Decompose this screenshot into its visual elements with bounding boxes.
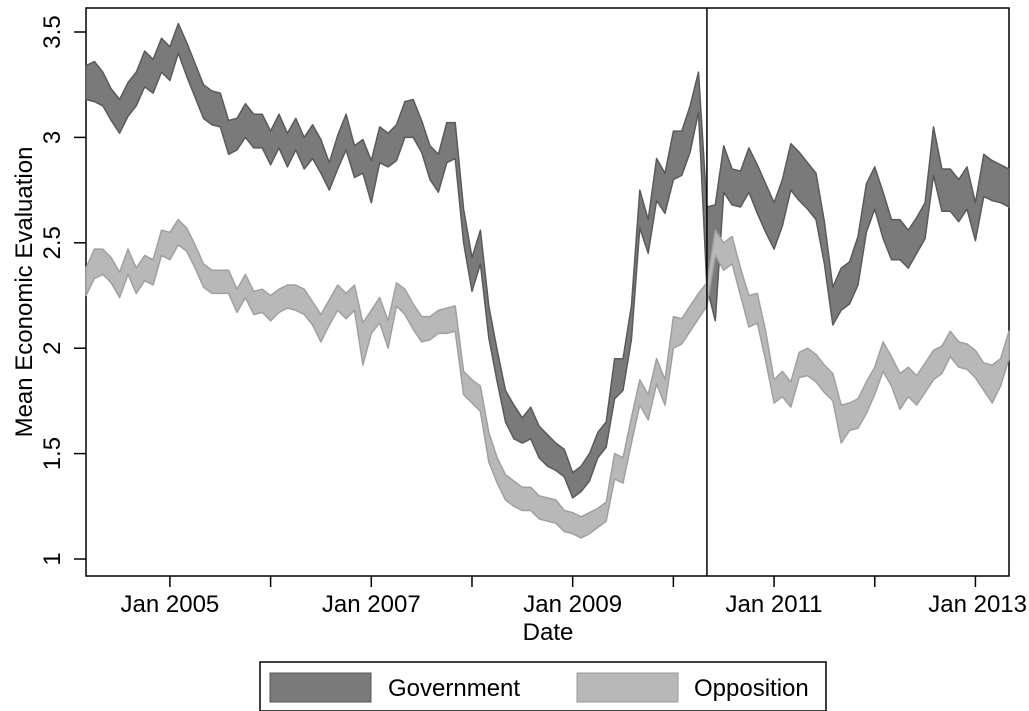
legend-label-government: Government bbox=[388, 675, 520, 702]
legend-swatch-government bbox=[269, 672, 372, 703]
legend-swatch-opposition bbox=[576, 672, 679, 703]
legend-label-opposition: Opposition bbox=[694, 675, 809, 702]
x-axis-title: Date bbox=[523, 619, 574, 646]
y-axis: 1 1.5 2 2.5 3 3.5 bbox=[39, 15, 86, 566]
y-tick-label: 1 bbox=[39, 552, 66, 565]
band-opposition bbox=[85, 218, 1010, 539]
x-tick-label: Jan 2009 bbox=[523, 591, 622, 618]
series-layer bbox=[85, 22, 1010, 539]
x-axis: Jan 2005 Jan 2007 Jan 2009 Jan 2011 Jan 2013 bbox=[121, 576, 1027, 618]
y-tick-label: 2 bbox=[39, 342, 66, 355]
legend: Government Opposition bbox=[259, 661, 827, 711]
x-tick-label: Jan 2007 bbox=[322, 591, 421, 618]
x-tick-label: Jan 2011 bbox=[726, 591, 823, 618]
y-tick-label: 1.5 bbox=[39, 437, 66, 470]
y-tick-label: 2.5 bbox=[39, 226, 66, 259]
x-tick-label: Jan 2005 bbox=[121, 591, 220, 618]
x-tick-label: Jan 2013 bbox=[928, 591, 1027, 618]
y-tick-label: 3.5 bbox=[39, 15, 66, 48]
y-axis-title: Mean Economic Evaluation bbox=[11, 147, 38, 438]
band-government bbox=[85, 22, 1010, 499]
y-tick-label: 3 bbox=[39, 131, 66, 144]
